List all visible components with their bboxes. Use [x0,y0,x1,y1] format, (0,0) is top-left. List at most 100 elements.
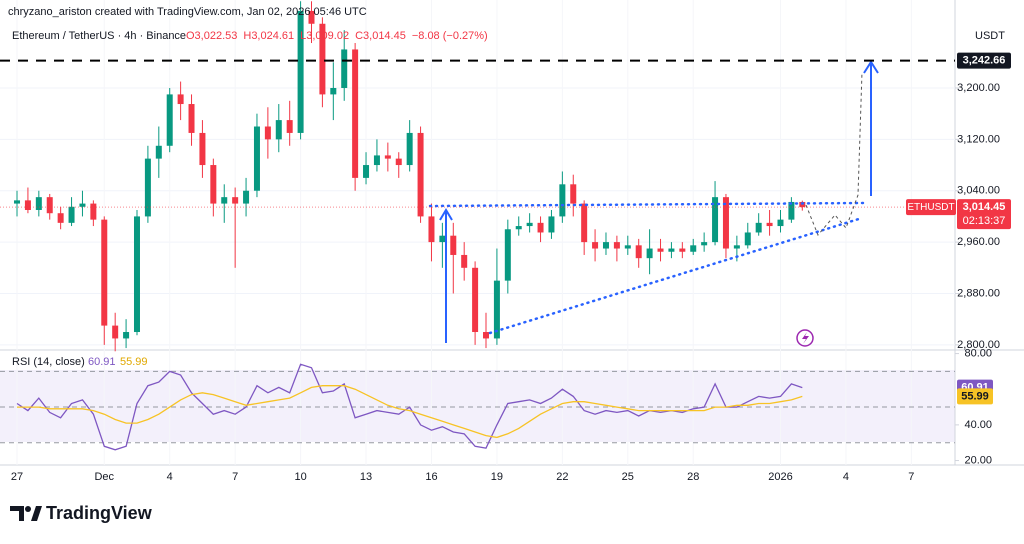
x-tick-label: 7 [908,471,914,483]
rsi-tag [957,388,993,405]
candle-body [264,126,271,140]
candle-body [210,165,217,204]
symbol: Ethereum / TetherUS · 4h · Binance [12,30,186,42]
candle-body [24,200,31,210]
candle-body [199,132,206,166]
candle-body [428,216,435,243]
price-tag-label: 3,014.45 [963,201,1006,213]
x-tick-label: 16 [425,471,437,483]
price-tag [957,199,1011,230]
candle-body [777,219,784,227]
x-tick-label: 22 [556,471,568,483]
candle-body [624,245,631,249]
candle-body [123,332,130,339]
ticker-tag [906,199,956,216]
y-tick-label: 80.00 [964,347,992,359]
candle-body [548,216,555,233]
candle-body [755,222,762,233]
candle-body [515,226,522,230]
candle-body [592,242,599,249]
logo [25,506,31,512]
candle-body [690,245,697,252]
candle-body [472,267,479,333]
credit: chryzano_ariston created with TradingVie… [8,6,367,18]
candle-body [613,242,620,249]
brand: TradingView [46,503,153,523]
candle-body [504,229,511,281]
candle-body [188,104,195,133]
candle-body [330,87,337,95]
y-tick-label: 2,880.00 [957,287,1000,299]
candle-body [526,222,533,227]
candle-body [483,332,490,339]
x-tick-label: 19 [491,471,503,483]
resistance-line [428,201,868,208]
candle-body [559,184,566,217]
candle-body [373,155,380,166]
candle-body [384,155,391,159]
projection [805,71,863,236]
candle-body [297,10,304,133]
candle-body [14,200,21,204]
candle-body [155,145,162,159]
candle-body [243,190,250,204]
logo [10,506,24,521]
candle-body [90,203,97,220]
currency: USDT [975,30,1005,42]
x-tick-label: 13 [360,471,372,483]
ohlc-value: O3,022.53 [186,30,237,42]
y-tick-label: 2,800.00 [957,339,1000,351]
candle-body [602,242,609,249]
candle-body [275,120,282,140]
candle-body [646,248,653,259]
candle-body [253,126,260,191]
ohlc-value: −8.08 (−0.27%) [412,30,488,42]
candle-body [581,203,588,243]
candle-body [79,203,86,207]
candle-body [57,213,64,223]
y-tick-label: 3,040.00 [957,185,1000,197]
candle-body [439,235,446,243]
y-tick-label: 2,960.00 [957,236,1000,248]
rsi-line [17,385,803,439]
rsi-ma-value: 55.99 [120,356,148,368]
ohlc-value: H3,024.61 [243,30,294,42]
target-tag [957,52,1011,69]
x-tick-label: 2026 [768,471,792,483]
candle-body [35,197,42,210]
candle-body [635,245,642,259]
ohlc-legend: O3,022.53 H3,024.61 L3,009.02 C3,014.45 −8.0… [186,30,488,42]
candle-body [133,216,140,333]
x-tick-label: 28 [687,471,699,483]
candle-body [668,248,675,252]
rsi-band [0,370,955,442]
candle-body [319,23,326,95]
candle-body [144,158,151,217]
x-tick-label: 7 [232,471,238,483]
candle-body [308,10,315,24]
countdown: 02:13:37 [963,215,1006,227]
candle-body [177,94,184,105]
event-icon[interactable] [796,329,814,347]
candle-body [363,165,370,178]
x-tick-label: 10 [294,471,306,483]
candle-body [570,184,577,204]
candle-body [657,248,664,252]
candle-body [461,254,468,268]
candle-body [46,197,53,214]
y-tick-label: 40.00 [964,419,992,431]
candle-body [733,245,740,249]
candle-body [286,120,293,133]
candle-body [232,197,239,204]
y-tick-label: 3,200.00 [957,82,1000,94]
candle-body [679,248,686,252]
candle-body [493,280,500,339]
x-tick-label: 25 [622,471,634,483]
rsi-value: 60.91 [88,356,116,368]
y-tick-label: 20.00 [964,454,992,466]
logo [31,506,42,521]
support-line [488,216,864,335]
candle-body [406,132,413,166]
